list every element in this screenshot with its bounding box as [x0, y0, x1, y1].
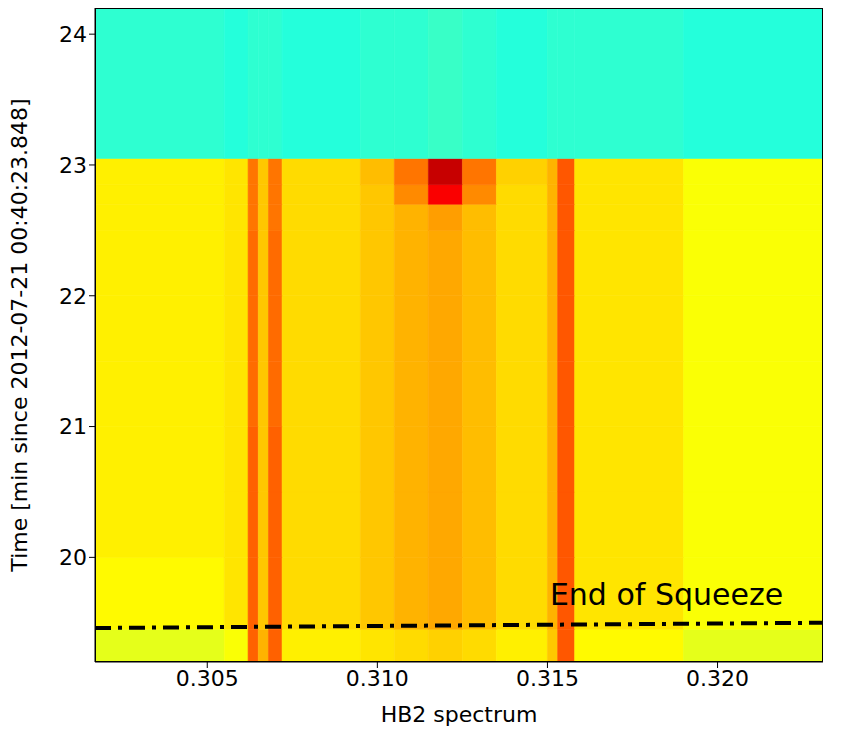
svg-text:23: 23	[59, 153, 87, 178]
svg-text:21: 21	[59, 414, 87, 439]
svg-text:0.305: 0.305	[176, 666, 239, 691]
html-text:HB2 spectrum: HB2 spectrum	[380, 702, 538, 727]
svg-text:24: 24	[59, 22, 87, 47]
svg-text:End of Squeeze: End of Squeeze	[550, 577, 783, 612]
html-text:Time [min since 2012-07-21 00:: Time [min since 2012-07-21 00:40:23.848]	[7, 98, 32, 572]
svg-text:20: 20	[59, 545, 87, 570]
svg-text:22: 22	[59, 284, 87, 309]
svg-text:0.310: 0.310	[346, 666, 409, 691]
svg-text:0.315: 0.315	[516, 666, 579, 691]
svg-text:0.320: 0.320	[686, 666, 749, 691]
